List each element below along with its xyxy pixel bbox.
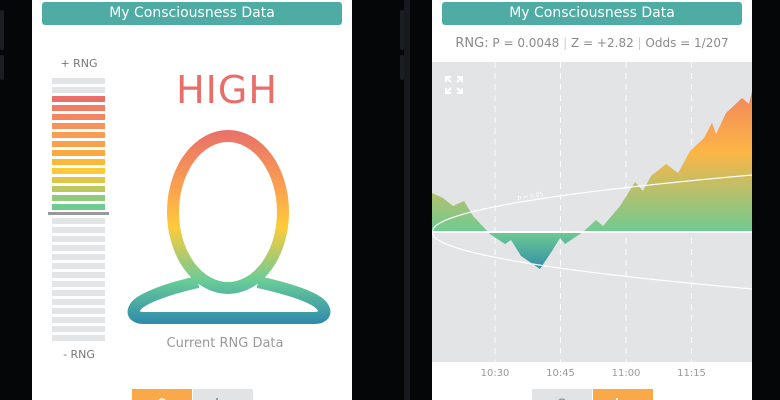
envelope-label: p = 0.05 [517,191,544,202]
meter-bar-active [52,186,105,192]
person-view-toggle[interactable] [532,389,592,400]
rng-chart: p = 0.05 [432,62,752,362]
meter-bar-active [52,204,105,210]
stat-p: P = 0.0048 [492,36,560,50]
meter-bar-empty [52,87,105,93]
meter-bar-empty [52,245,105,251]
meter-bar-active [52,159,105,165]
meter-bar-empty [52,281,105,287]
x-tick-label: 11:00 [611,368,641,379]
meter-bar-active [52,123,105,129]
meter-bar-empty [52,254,105,260]
stat-odds: Odds = 1/207 [645,36,729,50]
meter-bar-empty [52,299,105,305]
meter-bar-active [52,114,105,120]
p005-envelope-upper [432,174,752,233]
plus-rng-label: + RNG [60,57,98,70]
right-phone-screen: My Consciousness Data RNG: P = 0.0048 | … [432,0,752,400]
meter-bar-empty [52,308,105,314]
phone-bezel-edge [404,0,410,400]
person-icon [158,398,166,400]
phone-side-button [0,10,4,50]
rng-stats: RNG: P = 0.0048 | Z = +2.82 | Odds = 1/2… [455,36,729,51]
rng-area-series [432,91,752,269]
meter-bar-active [52,177,105,183]
rng-chart-svg: p = 0.05 [432,62,752,362]
person-figure [127,130,331,324]
meter-bar-empty [52,290,105,296]
meter-bar-empty [52,317,105,323]
phone-side-button [0,55,4,80]
meter-zero-line [48,212,109,215]
meter-bar-active [52,96,105,102]
meter-bar-active [52,105,105,111]
meter-bar-active [52,168,105,174]
meter-bar-active [52,195,105,201]
title-bar: My Consciousness Data [42,2,342,25]
chart-view-toggle[interactable] [193,389,253,400]
meter-bar-active [52,150,105,156]
meter-bar-empty [52,227,105,233]
meter-bar-empty [52,218,105,224]
meter-bar-empty [52,335,105,341]
shoulders-outline [127,276,331,324]
bar-chart-icon [216,398,218,400]
caption: Current RNG Data [166,336,284,351]
person-icon [558,398,566,400]
title-bar: My Consciousness Data [442,2,742,25]
level-word: HIGH [176,68,278,112]
x-tick-label: 11:15 [677,368,706,379]
meter-bar-active [52,141,105,147]
phone-side-button [400,10,404,50]
meter-bar-empty [52,326,105,332]
left-phone-screen: My Consciousness Data + RNG - RNG HIGH C… [32,0,352,400]
meter-bar-empty [52,272,105,278]
meter-bar-empty [52,236,105,242]
bar-chart-icon [616,398,618,400]
stats-prefix: RNG: [455,36,489,51]
meter-bar-active [52,132,105,138]
x-tick-label: 10:45 [546,368,575,379]
expand-icon[interactable] [444,75,464,95]
minus-rng-label: - RNG [63,348,95,361]
p005-envelope-lower [432,231,752,290]
person-view-toggle[interactable] [132,389,192,400]
stat-z: Z = +2.82 [571,36,634,50]
chart-view-toggle[interactable] [593,389,653,400]
meter-bar-empty [52,78,105,84]
head-outline [167,130,289,294]
meter-bar-empty [52,263,105,269]
x-tick-label: 10:30 [480,368,510,379]
phone-side-button [400,55,404,80]
